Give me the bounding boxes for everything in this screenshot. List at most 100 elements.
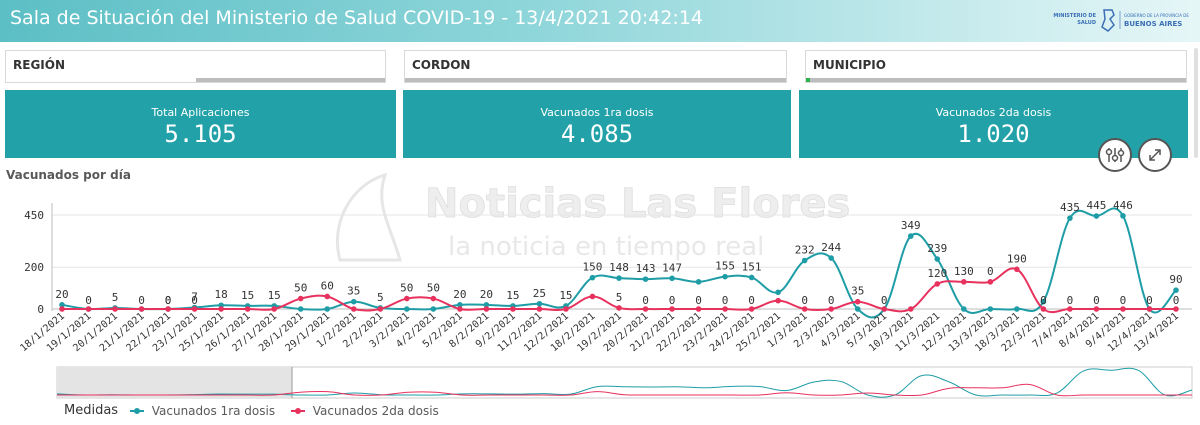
data-point-2	[854, 298, 861, 305]
data-label: 0	[669, 294, 676, 307]
data-point-1	[934, 256, 941, 262]
legend-label-1ra: Vacunados 1ra dosis	[151, 403, 276, 418]
sliders-icon	[1105, 148, 1125, 162]
data-label: 232	[795, 244, 815, 257]
data-point-1	[775, 289, 781, 296]
data-label: 0	[642, 294, 649, 307]
expand-button[interactable]	[1138, 138, 1172, 172]
data-label: 435	[1060, 201, 1080, 214]
data-point-2	[616, 305, 622, 311]
y-tick-label: 0	[37, 303, 44, 316]
data-point-2	[165, 306, 171, 312]
data-label: 60	[321, 279, 334, 292]
data-label: 15	[559, 289, 572, 302]
data-label: 20	[480, 288, 493, 301]
data-label: 148	[609, 261, 629, 274]
chart-title: Vacunados por día	[6, 168, 131, 182]
navigator-line-1	[56, 367, 1193, 398]
sliders-button[interactable]	[1098, 138, 1132, 172]
data-label: 5	[112, 291, 119, 304]
data-label: 0	[801, 294, 808, 307]
data-point-1	[404, 306, 410, 312]
data-point-2	[722, 306, 728, 312]
data-label: 446	[1113, 199, 1133, 212]
filter-region[interactable]: REGIÓN	[5, 50, 386, 83]
data-label: 35	[347, 285, 360, 298]
data-label: 0	[138, 294, 145, 307]
data-point-1	[854, 306, 861, 312]
data-point-1	[642, 276, 649, 282]
filter-municipio-bar	[806, 78, 1186, 82]
data-point-1	[457, 302, 463, 308]
kpi-primera-value: 4.085	[560, 120, 634, 148]
data-point-1	[695, 279, 702, 285]
data-label: 35	[851, 285, 864, 298]
data-label: 150	[583, 261, 603, 274]
page-title: Sala de Situación del Ministerio de Salu…	[10, 7, 704, 29]
data-point-2	[271, 306, 277, 312]
filter-cordon[interactable]: CORDON	[404, 50, 787, 83]
kpi-total-value: 5.105	[164, 120, 237, 148]
data-label: 0	[987, 265, 994, 278]
data-point-2	[510, 306, 516, 312]
data-point-2	[563, 306, 569, 312]
data-point-1	[748, 274, 755, 281]
logo-text-3: GOBIERNO DE LA PROVINCIA DE	[1124, 13, 1189, 18]
filter-region-label: REGIÓN	[13, 58, 65, 72]
data-point-2	[112, 306, 118, 312]
filter-municipio[interactable]: MUNICIPIO	[805, 50, 1187, 83]
y-tick-label: 200	[24, 261, 44, 274]
legend: Medidas Vacunados 1ra dosis Vacunados 2d…	[64, 403, 449, 421]
data-point-2	[536, 306, 543, 312]
data-label: 5	[616, 291, 623, 304]
page-scrollbar[interactable]	[1194, 48, 1198, 158]
data-label: 7	[191, 291, 198, 304]
legend-item-1ra[interactable]: Vacunados 1ra dosis	[128, 403, 275, 418]
header-bar: Sala de Situación del Ministerio de Salu…	[0, 0, 1200, 42]
data-label: 0	[1040, 294, 1047, 307]
data-label: 5	[377, 291, 384, 304]
legend-swatch-1ra	[129, 407, 144, 414]
kpi-primera-label: Vacunados 1ra dosis	[540, 106, 654, 119]
data-point-2	[775, 297, 781, 304]
data-point-2	[695, 306, 702, 312]
data-point-1	[669, 275, 675, 282]
data-label: 0	[695, 294, 702, 307]
data-point-2	[59, 306, 65, 312]
data-point-2	[483, 306, 490, 312]
kpi-segunda-label: Vacunados 2da dosis	[935, 106, 1052, 119]
data-point-2	[324, 293, 331, 300]
data-point-1	[324, 306, 331, 312]
navigator-line-2	[57, 383, 1192, 397]
data-point-2	[828, 306, 834, 312]
data-point-2	[669, 306, 675, 312]
data-point-2	[934, 281, 941, 287]
data-label: 0	[1067, 294, 1074, 307]
kpi-total-aplicaciones: Total Aplicaciones 5.105	[5, 90, 396, 158]
kpi-primera-dosis: Vacunados 1ra dosis 4.085	[403, 90, 791, 158]
chart-navigator	[56, 366, 1193, 399]
data-point-2	[907, 306, 914, 312]
data-point-2	[377, 306, 384, 312]
data-label: 244	[821, 241, 841, 254]
data-label: 143	[636, 262, 656, 275]
data-point-2	[1014, 266, 1020, 273]
data-label: 130	[954, 265, 974, 278]
data-point-2	[404, 295, 410, 302]
data-point-2	[1093, 306, 1100, 312]
data-point-2	[350, 306, 357, 312]
legend-item-2da[interactable]: Vacunados 2da dosis	[289, 403, 439, 418]
data-label: 20	[55, 288, 68, 301]
data-label: 349	[901, 219, 921, 232]
data-label: 0	[828, 294, 835, 307]
data-point-2	[961, 279, 967, 285]
data-label: 155	[715, 260, 735, 273]
data-label: 445	[1086, 199, 1106, 212]
data-point-2	[642, 306, 649, 312]
data-label: 20	[453, 288, 466, 301]
data-point-1	[1093, 213, 1100, 219]
y-tick-label: 450	[24, 209, 44, 222]
navigator-selection	[57, 367, 292, 398]
data-point-1	[961, 306, 967, 312]
data-label: 190	[1007, 252, 1027, 265]
